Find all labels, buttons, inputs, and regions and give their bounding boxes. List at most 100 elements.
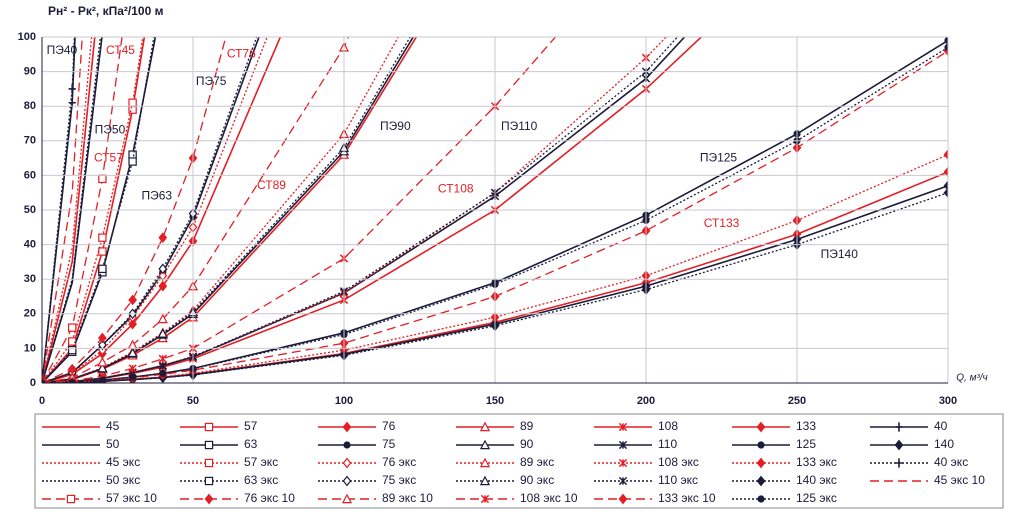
legend-label: 140 экс xyxy=(796,473,837,487)
legend-label: 76 экс 10 xyxy=(244,491,295,505)
marker xyxy=(204,458,214,468)
series-line xyxy=(42,192,948,383)
x-tick-label: 0 xyxy=(39,395,45,407)
marker xyxy=(68,84,76,94)
marker xyxy=(98,332,107,344)
legend-label: 57 экс xyxy=(244,455,278,469)
y-tick-label: 90 xyxy=(24,66,36,78)
marker xyxy=(756,457,766,469)
marker xyxy=(204,476,214,486)
x-tick-label: 150 xyxy=(486,395,504,407)
marker xyxy=(128,98,137,107)
legend-label: 90 экс xyxy=(520,473,554,487)
marker xyxy=(66,494,76,504)
legend-label: 63 xyxy=(244,437,258,451)
legend-label: 50 xyxy=(106,437,120,451)
marker xyxy=(158,354,167,363)
annotation: ПЭ75 xyxy=(196,74,227,88)
legend-label: 110 xyxy=(658,437,677,451)
marker xyxy=(129,373,137,381)
legend-label: 140 xyxy=(934,437,954,451)
annotation: ПЭ125 xyxy=(700,150,738,164)
marker xyxy=(98,339,107,351)
marker xyxy=(98,233,107,242)
legend-label: 133 xyxy=(796,419,816,433)
legend-label: 89 xyxy=(520,419,534,433)
legend-label: 75 экс xyxy=(382,473,416,487)
legend-label: 45 экс xyxy=(106,455,140,469)
legend-label: 89 экс 10 xyxy=(382,491,433,505)
y-tick-label: 60 xyxy=(24,169,36,181)
marker xyxy=(204,493,214,505)
legend-label: 63 экс xyxy=(244,473,278,487)
legend-label: 76 xyxy=(382,419,396,433)
marker xyxy=(128,150,137,159)
marker xyxy=(157,328,168,338)
annotation: ПЭ40 xyxy=(47,43,78,57)
marker xyxy=(479,475,491,486)
series-line xyxy=(42,37,103,383)
marker xyxy=(159,0,166,3)
y-tick-label: 0 xyxy=(30,377,36,389)
marker xyxy=(68,378,76,383)
legend-label: 108 экс xyxy=(658,455,699,469)
y-axis-label: Pн² - Pк², кПа²/100 м xyxy=(48,4,164,18)
series-line xyxy=(42,37,123,383)
legend-label: 45 xyxy=(106,419,120,433)
marker xyxy=(42,379,46,383)
series-line xyxy=(42,50,948,383)
legend-label: 75 xyxy=(382,437,396,451)
y-tick-label: 100 xyxy=(18,31,36,43)
x-tick-label: 50 xyxy=(187,395,199,407)
marker xyxy=(943,180,948,192)
legend-label: 133 экс xyxy=(796,455,837,469)
y-tick-label: 80 xyxy=(24,100,36,112)
marker xyxy=(127,347,138,358)
series-line xyxy=(42,37,350,383)
marker xyxy=(895,458,903,468)
marker xyxy=(98,174,107,184)
marker xyxy=(67,323,77,332)
annotation: СТ76 xyxy=(227,46,256,60)
marker xyxy=(944,43,948,51)
marker xyxy=(157,313,168,324)
marker xyxy=(479,439,491,450)
x-tick-label: 200 xyxy=(637,395,655,407)
annotation: ПЭ110 xyxy=(501,119,538,133)
marker xyxy=(943,166,948,178)
series-line xyxy=(42,37,679,383)
marker xyxy=(756,475,766,487)
marker xyxy=(342,475,352,487)
annotation: ПЭ63 xyxy=(141,188,172,202)
legend-label: 125 xyxy=(796,437,816,451)
marker xyxy=(944,37,948,45)
marker xyxy=(158,280,168,292)
marker xyxy=(204,440,214,450)
marker xyxy=(128,318,137,330)
annotation: ПЭ90 xyxy=(380,119,411,133)
y-tick-label: 30 xyxy=(24,273,36,285)
legend-label: 40 экс xyxy=(934,455,968,469)
legend-label: 89 экс xyxy=(520,455,554,469)
legend-label: 110 экс xyxy=(658,473,698,487)
marker xyxy=(618,476,628,486)
marker xyxy=(618,422,628,432)
x-axis-label: Q, м³/ч xyxy=(956,373,987,384)
legend-label: 57 xyxy=(244,419,258,433)
x-tick-label: 250 xyxy=(788,395,806,407)
marker xyxy=(618,493,628,505)
legend-label: 133 экс 10 xyxy=(658,491,716,505)
legend-label: 57 экс 10 xyxy=(106,491,157,505)
marker xyxy=(158,263,168,275)
legend-label: 108 экс 10 xyxy=(520,491,578,505)
legend-label: 40 xyxy=(934,419,948,433)
y-tick-label: 10 xyxy=(24,342,36,354)
marker xyxy=(159,369,167,377)
y-tick-label: 40 xyxy=(24,239,36,251)
marker xyxy=(756,421,766,433)
marker xyxy=(943,149,948,160)
series-line xyxy=(42,37,83,383)
marker xyxy=(480,494,490,504)
legend-label: 45 экс 10 xyxy=(934,473,985,487)
